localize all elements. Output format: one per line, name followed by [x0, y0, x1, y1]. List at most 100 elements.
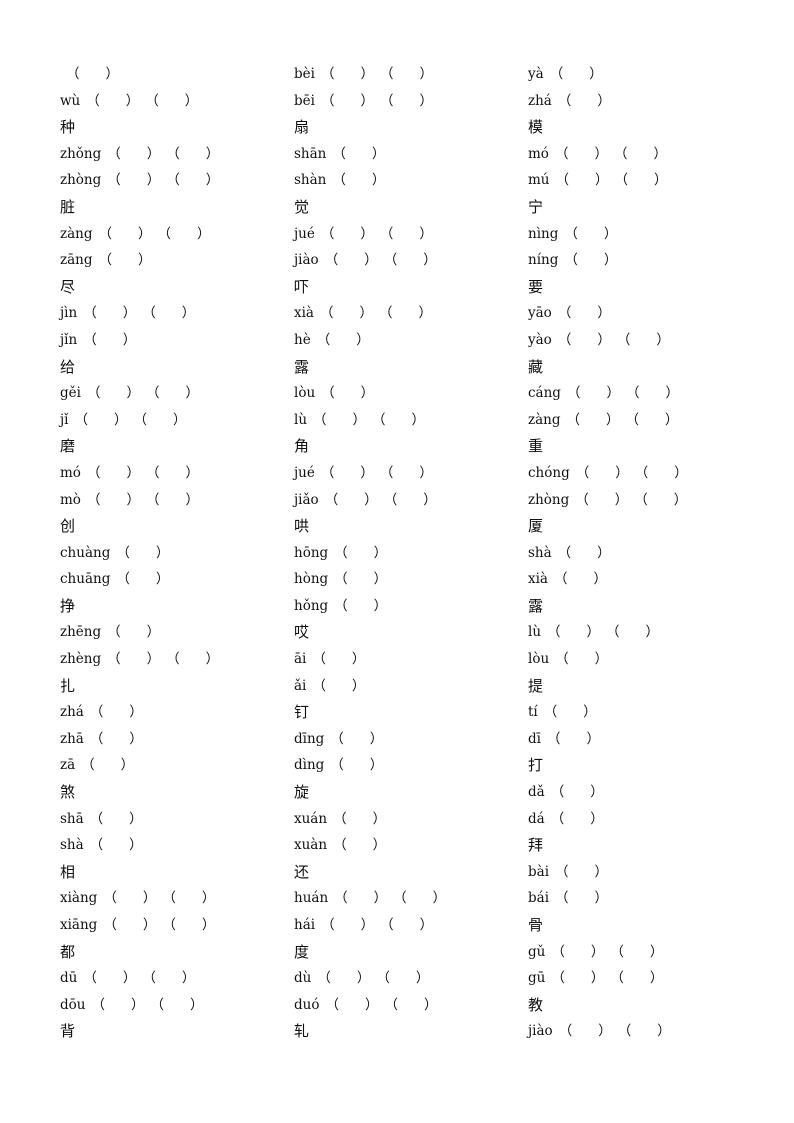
answer-blank[interactable]: （）	[555, 143, 608, 165]
answer-blank[interactable]: （）	[83, 302, 136, 324]
answer-blank[interactable]: （）	[332, 143, 385, 165]
answer-blank[interactable]: （）	[146, 382, 199, 404]
answer-blank[interactable]: （）	[81, 754, 134, 776]
answer-blank[interactable]: （）	[107, 143, 160, 165]
answer-blank[interactable]: （）	[91, 994, 144, 1016]
answer-blank[interactable]: （）	[116, 568, 169, 590]
answer-blank[interactable]: （）	[544, 701, 597, 723]
answer-blank[interactable]: （）	[626, 409, 679, 431]
answer-blank[interactable]: （）	[320, 302, 373, 324]
answer-blank[interactable]: （）	[551, 941, 604, 963]
answer-blank[interactable]: （）	[575, 489, 628, 511]
answer-blank[interactable]: （）	[615, 169, 668, 191]
answer-blank[interactable]: （）	[66, 63, 119, 85]
answer-blank[interactable]: （）	[376, 967, 429, 989]
answer-blank[interactable]: （）	[384, 249, 437, 271]
answer-blank[interactable]: （）	[317, 967, 370, 989]
answer-blank[interactable]: （）	[380, 63, 433, 85]
answer-blank[interactable]: （）	[576, 462, 629, 484]
answer-blank[interactable]: （）	[559, 1020, 612, 1042]
answer-blank[interactable]: （）	[87, 462, 140, 484]
answer-blank[interactable]: （）	[162, 914, 215, 936]
answer-blank[interactable]: （）	[634, 489, 687, 511]
answer-blank[interactable]: （）	[564, 223, 617, 245]
answer-blank[interactable]: （）	[558, 90, 611, 112]
answer-blank[interactable]: （）	[380, 90, 433, 112]
answer-blank[interactable]: （）	[313, 409, 366, 431]
answer-blank[interactable]: （）	[558, 542, 611, 564]
answer-blank[interactable]: （）	[564, 249, 617, 271]
answer-blank[interactable]: （）	[166, 169, 219, 191]
answer-blank[interactable]: （）	[90, 834, 143, 856]
answer-blank[interactable]: （）	[555, 648, 608, 670]
answer-blank[interactable]: （）	[635, 462, 688, 484]
answer-blank[interactable]: （）	[321, 63, 374, 85]
answer-blank[interactable]: （）	[142, 302, 195, 324]
answer-blank[interactable]: （）	[107, 621, 160, 643]
answer-blank[interactable]: （）	[618, 1020, 671, 1042]
answer-blank[interactable]: （）	[83, 329, 136, 351]
answer-blank[interactable]: （）	[626, 382, 679, 404]
answer-blank[interactable]: （）	[107, 169, 160, 191]
answer-blank[interactable]: （）	[146, 489, 199, 511]
answer-blank[interactable]: （）	[333, 834, 386, 856]
answer-blank[interactable]: （）	[166, 143, 219, 165]
answer-blank[interactable]: （）	[158, 223, 211, 245]
answer-blank[interactable]: （）	[87, 489, 140, 511]
answer-blank[interactable]: （）	[555, 887, 608, 909]
answer-blank[interactable]: （）	[330, 728, 383, 750]
answer-blank[interactable]: （）	[325, 489, 378, 511]
answer-blank[interactable]: （）	[379, 302, 432, 324]
answer-blank[interactable]: （）	[321, 223, 374, 245]
answer-blank[interactable]: （）	[87, 382, 140, 404]
answer-blank[interactable]: （）	[393, 887, 446, 909]
answer-blank[interactable]: （）	[554, 568, 607, 590]
answer-blank[interactable]: （）	[551, 808, 604, 830]
answer-blank[interactable]: （）	[334, 568, 387, 590]
answer-blank[interactable]: （）	[142, 967, 195, 989]
answer-blank[interactable]: （）	[116, 542, 169, 564]
answer-blank[interactable]: （）	[103, 914, 156, 936]
answer-blank[interactable]: （）	[380, 914, 433, 936]
answer-blank[interactable]: （）	[333, 808, 386, 830]
answer-blank[interactable]: （）	[312, 648, 365, 670]
answer-blank[interactable]: （）	[567, 409, 620, 431]
answer-blank[interactable]: （）	[321, 914, 374, 936]
answer-blank[interactable]: （）	[86, 90, 139, 112]
answer-blank[interactable]: （）	[384, 489, 437, 511]
answer-blank[interactable]: （）	[103, 887, 156, 909]
answer-blank[interactable]: （）	[380, 223, 433, 245]
answer-blank[interactable]: （）	[312, 675, 365, 697]
answer-blank[interactable]: （）	[75, 409, 128, 431]
answer-blank[interactable]: （）	[134, 409, 187, 431]
answer-blank[interactable]: （）	[550, 63, 603, 85]
answer-blank[interactable]: （）	[150, 994, 203, 1016]
answer-blank[interactable]: （）	[325, 249, 378, 271]
answer-blank[interactable]: （）	[330, 754, 383, 776]
answer-blank[interactable]: （）	[90, 808, 143, 830]
answer-blank[interactable]: （）	[334, 595, 387, 617]
answer-blank[interactable]: （）	[551, 967, 604, 989]
answer-blank[interactable]: （）	[547, 621, 600, 643]
answer-blank[interactable]: （）	[145, 90, 198, 112]
answer-blank[interactable]: （）	[555, 861, 608, 883]
answer-blank[interactable]: （）	[617, 329, 670, 351]
answer-blank[interactable]: （）	[321, 462, 374, 484]
answer-blank[interactable]: （）	[99, 223, 152, 245]
answer-blank[interactable]: （）	[107, 648, 160, 670]
answer-blank[interactable]: （）	[334, 887, 387, 909]
answer-blank[interactable]: （）	[334, 542, 387, 564]
answer-blank[interactable]: （）	[614, 143, 667, 165]
answer-blank[interactable]: （）	[610, 967, 663, 989]
answer-blank[interactable]: （）	[83, 967, 136, 989]
answer-blank[interactable]: （）	[146, 462, 199, 484]
answer-blank[interactable]: （）	[90, 701, 143, 723]
answer-blank[interactable]: （）	[558, 302, 611, 324]
answer-blank[interactable]: （）	[162, 887, 215, 909]
answer-blank[interactable]: （）	[606, 621, 659, 643]
answer-blank[interactable]: （）	[558, 329, 611, 351]
answer-blank[interactable]: （）	[556, 169, 609, 191]
answer-blank[interactable]: （）	[325, 994, 378, 1016]
answer-blank[interactable]: （）	[551, 781, 604, 803]
answer-blank[interactable]: （）	[380, 462, 433, 484]
